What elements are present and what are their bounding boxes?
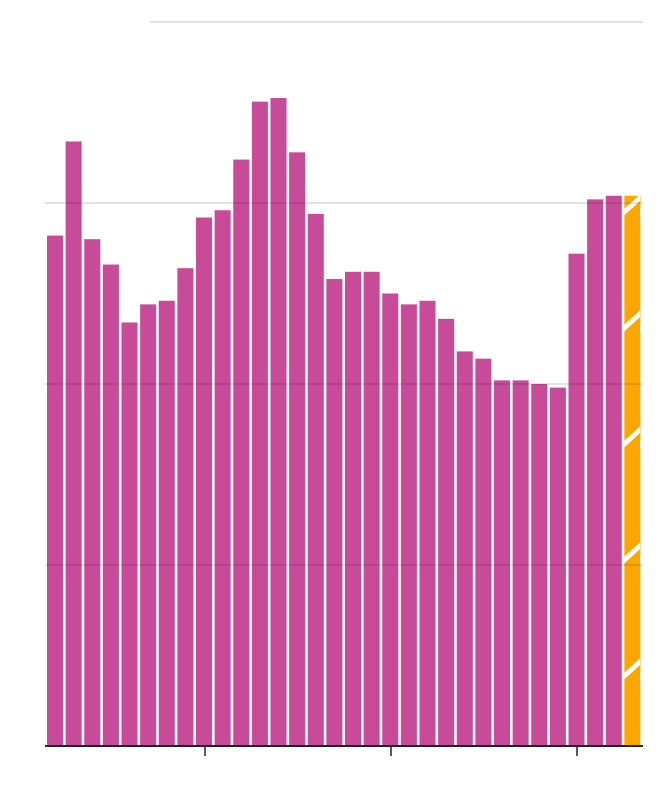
bar — [140, 304, 157, 746]
bar — [605, 195, 622, 746]
bar — [307, 213, 324, 747]
bar — [568, 253, 585, 746]
bar — [438, 318, 455, 746]
bar — [233, 159, 250, 746]
bar — [251, 101, 268, 746]
bar — [400, 304, 417, 746]
bar — [419, 300, 436, 746]
bar — [549, 387, 566, 746]
grid — [45, 21, 643, 566]
bar — [382, 293, 399, 746]
bar — [475, 358, 492, 746]
bar — [158, 300, 175, 746]
bar — [214, 210, 231, 747]
bar — [177, 268, 194, 746]
bar — [363, 271, 380, 746]
bars — [47, 98, 641, 747]
bar — [531, 384, 548, 746]
bar — [326, 279, 343, 746]
bar — [121, 322, 138, 746]
bar — [270, 98, 287, 746]
bar — [102, 264, 119, 746]
bar — [512, 380, 529, 746]
bar — [196, 217, 213, 747]
bar — [47, 235, 64, 746]
bar — [345, 271, 362, 746]
bar-hatch — [624, 195, 641, 746]
bar — [289, 152, 306, 746]
bar — [456, 351, 473, 746]
bar — [84, 239, 101, 746]
bar — [587, 199, 604, 746]
bar — [65, 141, 82, 746]
bar — [494, 380, 511, 746]
